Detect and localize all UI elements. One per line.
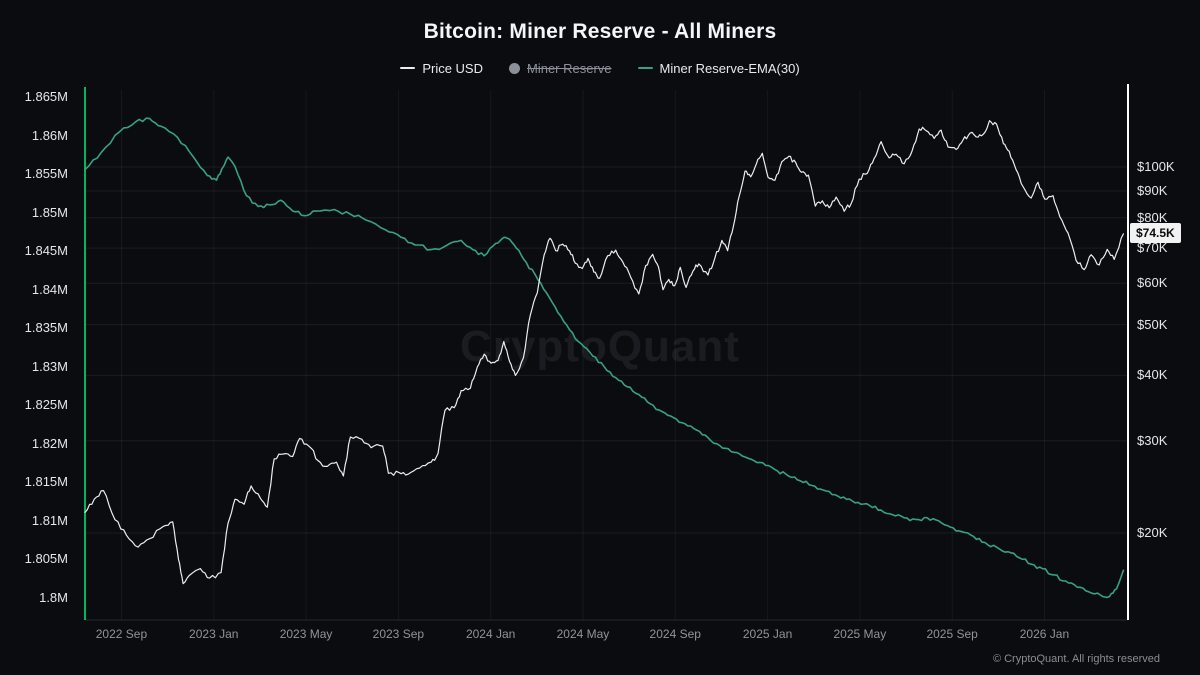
miner-reserve-dot-marker-icon (509, 62, 520, 74)
price-line-marker-icon (400, 67, 416, 69)
ema-line-marker-icon (637, 67, 653, 69)
legend-item-miner-reserve-ema[interactable]: Miner Reserve-EMA(30) (637, 60, 800, 76)
legend-item-miner-reserve[interactable]: Miner Reserve (509, 61, 612, 76)
last-price-badge: $74.5K (1130, 222, 1181, 243)
legend-label-miner-reserve-ema: Miner Reserve-EMA(30) (659, 60, 800, 76)
legend-item-price-usd[interactable]: Price USD (400, 61, 483, 76)
copyright-footer: © CryptoQuant. All rights reserved (992, 653, 1160, 665)
legend-label-miner-reserve: Miner Reserve (527, 60, 612, 76)
chart-legend: Price USD Miner Reserve Miner Reserve-EM… (0, 58, 1200, 78)
page-title: Bitcoin: Miner Reserve - All Miners (423, 20, 777, 43)
legend-label-price-usd: Price USD (422, 60, 483, 76)
